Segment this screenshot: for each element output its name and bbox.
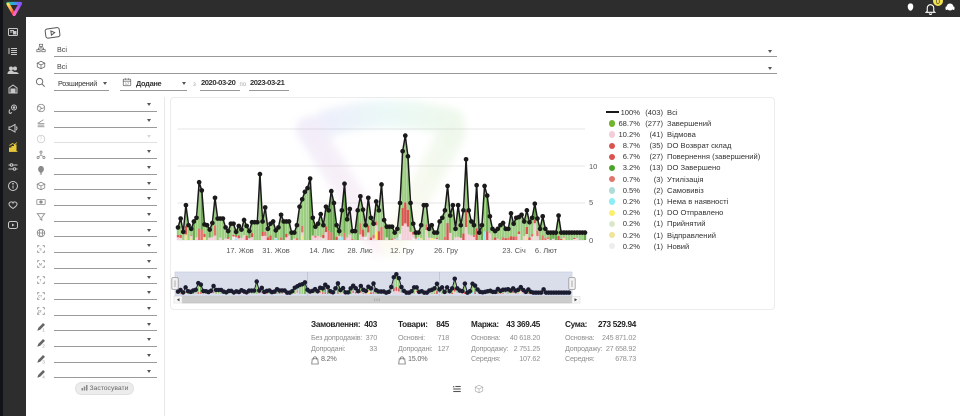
svg-text:5: 5 — [589, 198, 593, 207]
svg-text:6. Лют: 6. Лют — [535, 246, 558, 255]
svg-text:2: 2 — [42, 343, 45, 347]
svg-text:т: т — [39, 278, 42, 283]
svg-text:17: 17 — [125, 82, 129, 86]
svg-text:м: м — [39, 262, 42, 267]
svg-text:26. Гру: 26. Гру — [434, 246, 458, 255]
svg-text:4: 4 — [42, 375, 45, 379]
svg-text:14. Лис: 14. Лис — [309, 246, 335, 255]
svg-text:0: 0 — [589, 236, 593, 245]
svg-text:ст: ст — [38, 293, 42, 298]
svg-text:рг: рг — [38, 309, 42, 314]
svg-text:17. Жов: 17. Жов — [226, 246, 254, 255]
svg-text:23. Січ: 23. Січ — [502, 246, 526, 255]
svg-text:1: 1 — [42, 328, 45, 332]
svg-text:?: ? — [39, 137, 42, 143]
svg-text:12. Гру: 12. Гру — [390, 246, 414, 255]
svg-text:10: 10 — [589, 162, 597, 171]
svg-text:s: s — [39, 246, 42, 251]
svg-text:3: 3 — [42, 359, 45, 363]
svg-text:31. Жов: 31. Жов — [262, 246, 290, 255]
svg-text:28. Лис: 28. Лис — [347, 246, 373, 255]
